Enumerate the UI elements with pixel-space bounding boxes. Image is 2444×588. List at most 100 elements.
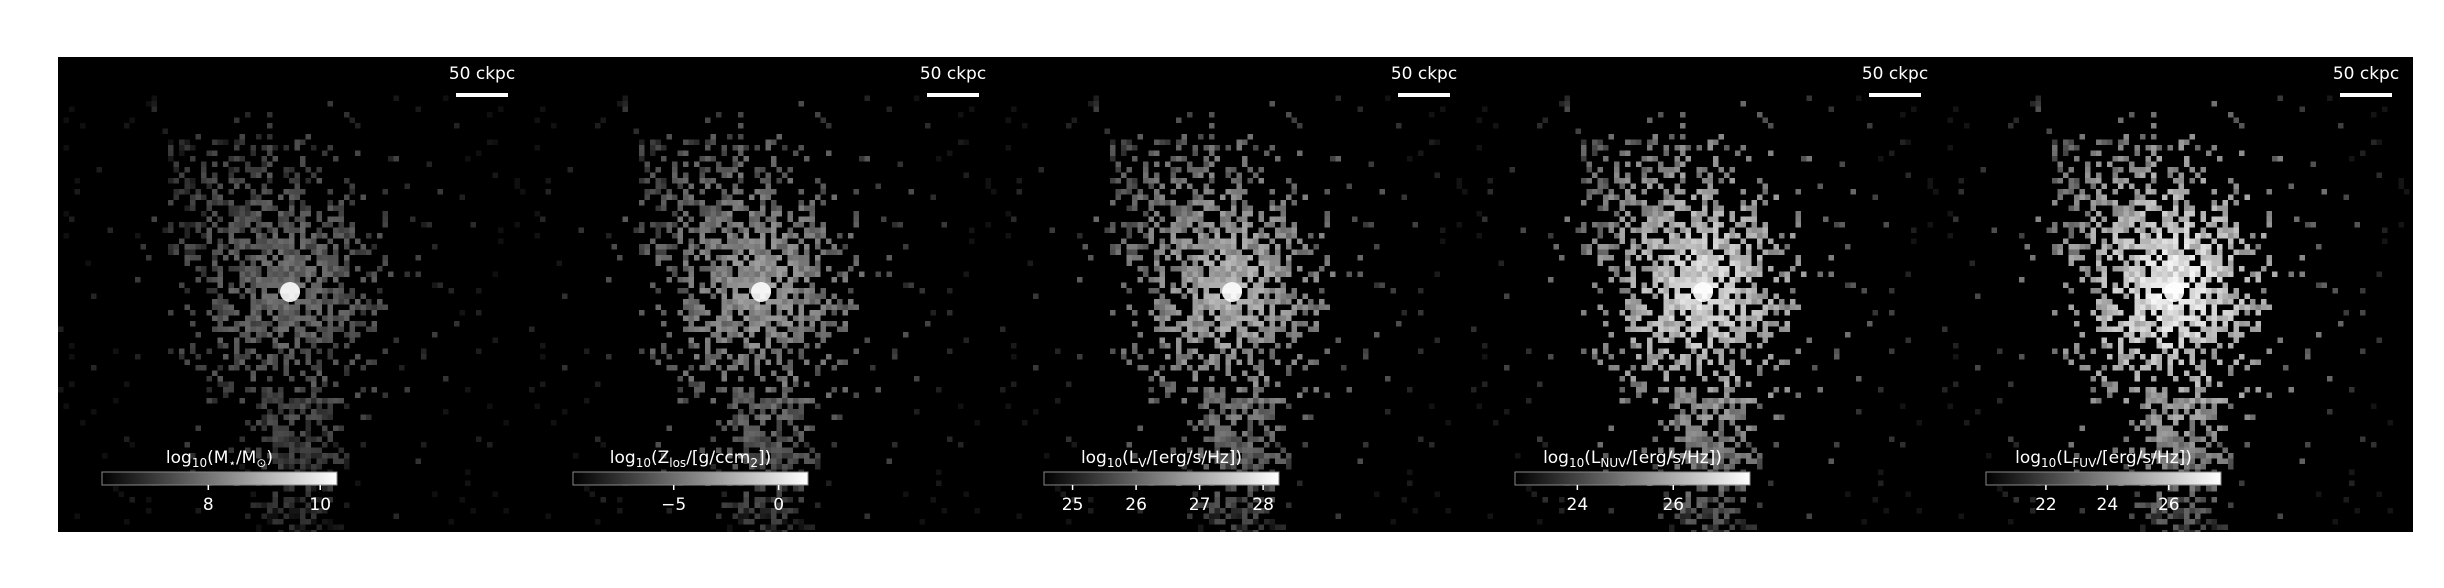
pixel <box>273 459 279 465</box>
pixel <box>284 459 290 465</box>
pixel <box>1259 415 1265 421</box>
pixel <box>804 244 810 250</box>
pixel <box>212 189 218 195</box>
pixel <box>1220 343 1226 349</box>
pixel <box>1702 305 1708 311</box>
pixel <box>1226 497 1232 503</box>
pixel <box>832 442 838 448</box>
pixel <box>207 206 213 212</box>
pixel <box>1730 261 1736 267</box>
pixel <box>262 332 268 338</box>
pixel <box>207 217 213 223</box>
pixel <box>201 365 207 371</box>
pixel <box>1253 294 1259 300</box>
pixel <box>1735 338 1741 344</box>
pixel <box>262 239 268 245</box>
pixel <box>1686 206 1692 212</box>
pixel <box>1275 525 1281 531</box>
pixel <box>339 294 345 300</box>
pixel <box>705 255 711 261</box>
pixel <box>738 299 744 305</box>
pixel <box>278 239 284 245</box>
pixel <box>771 189 777 195</box>
pixel <box>1253 393 1259 399</box>
pixel <box>744 437 750 443</box>
pixel <box>1878 156 1884 162</box>
pixel <box>1176 211 1182 217</box>
pixel <box>2102 217 2108 223</box>
pixel <box>1231 316 1237 322</box>
pixel <box>711 283 717 289</box>
pixel <box>2113 228 2119 234</box>
pixel <box>1642 233 1648 239</box>
pixel <box>1636 393 1642 399</box>
pixel <box>1231 305 1237 311</box>
colorbar-label-part: NUV <box>1600 456 1627 470</box>
pixel <box>1237 343 1243 349</box>
pixel <box>2135 376 2141 382</box>
pixel <box>130 497 136 503</box>
pixel <box>1686 272 1692 278</box>
pixel <box>738 376 744 382</box>
pixel <box>1242 387 1248 393</box>
pixel <box>788 464 794 470</box>
pixel <box>196 228 202 234</box>
pixel <box>738 134 744 140</box>
pixel <box>306 464 312 470</box>
pixel <box>1209 321 1215 327</box>
pixel <box>1917 420 1923 426</box>
pixel <box>771 459 777 465</box>
colorbar-label-part: los <box>669 456 686 470</box>
pixel <box>185 189 191 195</box>
pixel <box>1193 316 1199 322</box>
pixel <box>1752 233 1758 239</box>
pixel <box>1906 140 1912 146</box>
pixel <box>306 316 312 322</box>
pixel <box>306 222 312 228</box>
pixel <box>229 382 235 388</box>
pixel <box>2157 327 2163 333</box>
pixel <box>623 96 629 102</box>
pixel <box>771 530 777 536</box>
pixel <box>2228 453 2234 459</box>
pixel <box>1231 420 1237 426</box>
pixel <box>1116 250 1122 256</box>
pixel <box>788 525 794 531</box>
pixel <box>584 349 590 355</box>
pixel <box>317 299 323 305</box>
pixel <box>388 156 394 162</box>
pixel <box>1204 277 1210 283</box>
pixel <box>1182 206 1188 212</box>
pixel <box>799 525 805 531</box>
pixel <box>1504 365 1510 371</box>
pixel <box>1088 508 1094 514</box>
pixel <box>2140 195 2146 201</box>
pixel <box>771 404 777 410</box>
pixel <box>1702 437 1708 443</box>
pixel <box>733 261 739 267</box>
pixel <box>1204 200 1210 206</box>
pixel <box>1735 255 1741 261</box>
pixel <box>487 442 493 448</box>
pixel <box>793 426 799 432</box>
pixel <box>1154 250 1160 256</box>
pixel <box>333 277 339 283</box>
pixel <box>738 387 744 393</box>
pixel <box>689 217 695 223</box>
pixel <box>2377 492 2383 498</box>
pixel <box>1631 217 1637 223</box>
pixel <box>991 189 997 195</box>
pixel <box>766 497 772 503</box>
pixel <box>251 151 257 157</box>
pixel <box>1259 244 1265 250</box>
pixel <box>333 206 339 212</box>
pixel <box>1160 327 1166 333</box>
pixel <box>306 239 312 245</box>
pixel <box>322 338 328 344</box>
pixel <box>1763 228 1769 234</box>
pixel <box>1237 442 1243 448</box>
pixel <box>1669 266 1675 272</box>
pixel <box>2096 140 2102 146</box>
pixel <box>2206 415 2212 421</box>
pixel <box>454 123 460 129</box>
